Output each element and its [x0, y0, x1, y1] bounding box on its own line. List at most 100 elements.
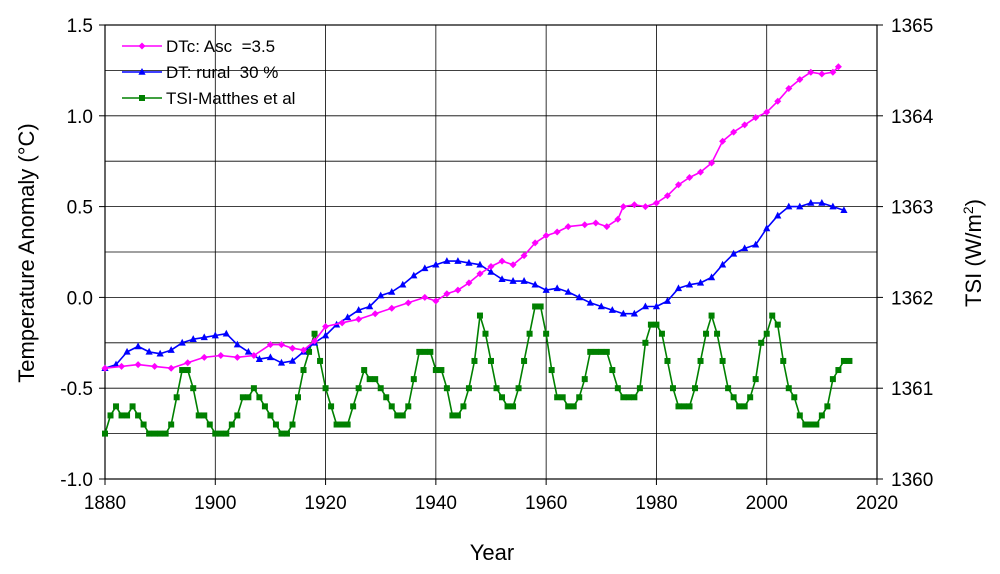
data-point	[140, 421, 147, 428]
data-point	[405, 403, 412, 410]
data-point	[460, 403, 467, 410]
data-point	[134, 342, 142, 350]
y2-axis-title: TSI (W/m2)	[960, 199, 986, 307]
data-point	[641, 302, 649, 310]
data-point	[333, 421, 340, 428]
y-tick-label: 0.0	[67, 288, 93, 309]
data-point	[151, 430, 158, 437]
data-point	[416, 348, 423, 355]
x-tick-label: 1880	[84, 493, 126, 514]
data-point	[371, 310, 379, 318]
data-point	[829, 202, 837, 210]
x-tick-label: 1920	[304, 493, 346, 514]
y2-axis-title-sup: 2	[960, 206, 976, 214]
data-point	[421, 293, 429, 301]
data-point	[178, 338, 186, 346]
data-point	[714, 330, 721, 337]
data-point	[151, 362, 159, 370]
data-point	[581, 376, 588, 383]
data-point	[785, 202, 793, 210]
data-point	[146, 430, 153, 437]
series-layer	[101, 63, 853, 437]
data-point	[614, 385, 621, 392]
data-point	[190, 385, 197, 392]
data-point	[741, 121, 749, 129]
x-tick-label: 2020	[856, 493, 898, 514]
data-point	[840, 357, 847, 364]
data-point	[785, 85, 793, 93]
data-point	[730, 128, 738, 136]
data-point	[554, 394, 561, 401]
y2-tick-label: 1365	[891, 16, 933, 37]
data-point	[118, 412, 125, 419]
legend-label: TSI-Matthes et al	[166, 89, 295, 108]
data-point	[708, 312, 715, 319]
y2-tick-label: 1361	[891, 379, 933, 400]
data-point	[542, 286, 550, 293]
series-line	[104, 305, 850, 435]
data-point	[443, 385, 450, 392]
data-point	[355, 315, 363, 323]
data-point	[802, 421, 809, 428]
x-axis-title: Year	[470, 540, 514, 565]
data-point	[592, 348, 599, 355]
data-point	[272, 421, 279, 428]
data-point	[807, 68, 815, 76]
data-point	[763, 330, 770, 337]
y2-tick-label: 1363	[891, 198, 933, 219]
legend-swatch-marker	[138, 42, 146, 50]
data-point	[498, 275, 506, 283]
data-point	[730, 249, 738, 257]
data-point	[245, 394, 252, 401]
data-point	[631, 394, 638, 401]
data-point	[266, 353, 275, 361]
data-point	[520, 252, 528, 260]
data-point	[410, 271, 418, 279]
data-point	[834, 63, 842, 71]
y-axis-right: 1360 1361 1362 1363 1364 1365	[877, 16, 934, 491]
data-point	[620, 394, 627, 401]
data-point	[377, 385, 384, 392]
plot-frame	[104, 24, 878, 480]
data-point	[432, 297, 440, 305]
data-point	[476, 260, 484, 268]
data-point	[774, 321, 781, 328]
data-point	[135, 412, 142, 419]
data-point	[663, 297, 672, 304]
data-point	[692, 385, 699, 392]
y-tick-label: 0.5	[67, 198, 93, 219]
data-point	[113, 403, 120, 410]
data-point	[619, 309, 627, 317]
data-point	[112, 360, 120, 368]
data-point	[234, 412, 241, 419]
data-point	[813, 421, 820, 428]
data-point	[244, 347, 252, 355]
series-dtc-asc-3-5	[101, 63, 842, 372]
data-point	[532, 303, 539, 310]
data-point	[681, 403, 687, 410]
x-tick-label: 1940	[415, 493, 457, 514]
data-point	[438, 367, 445, 374]
data-point	[553, 228, 561, 236]
data-point	[344, 313, 352, 321]
data-point	[603, 348, 610, 355]
data-point	[471, 357, 478, 364]
data-point	[168, 421, 175, 428]
data-point	[179, 367, 186, 374]
data-point	[256, 394, 263, 401]
data-point	[399, 412, 406, 419]
data-point	[488, 357, 494, 364]
data-point	[277, 358, 286, 366]
data-point	[355, 385, 362, 392]
y2-tick-label: 1360	[891, 470, 933, 491]
data-point	[774, 97, 782, 105]
data-point	[288, 344, 296, 352]
data-point	[575, 293, 583, 301]
data-point	[630, 309, 638, 317]
data-point	[338, 319, 346, 327]
data-point	[454, 412, 461, 419]
data-point	[211, 331, 219, 339]
data-point	[156, 349, 164, 357]
data-point	[614, 215, 622, 223]
data-point	[752, 376, 759, 383]
